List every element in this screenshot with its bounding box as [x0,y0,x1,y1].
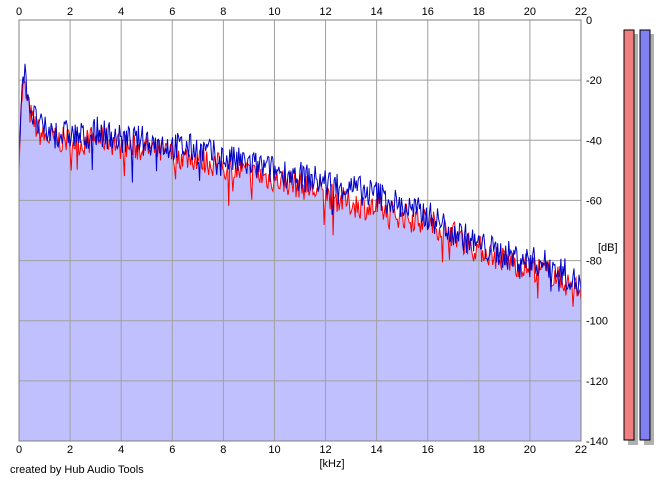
right-level-meter [639,29,651,441]
x-tick-label: 16 [422,444,434,456]
x-tick-label: 18 [473,6,485,18]
x-tick-label: 12 [319,444,331,456]
x-tick-label: 10 [268,444,280,456]
y-ticks: 0 -20 -40 -60 -80 -100 -120 -140 [586,15,608,448]
x-tick-label: 2 [67,444,73,456]
x-tick-label: 18 [473,444,485,456]
x-tick-label: 6 [169,6,175,18]
x-tick-label: 0 [16,444,22,456]
x-tick-label: 2 [67,6,73,18]
x-tick-label: 12 [319,6,331,18]
y-axis-label: [dB] [598,242,618,254]
credit-text: created by Hub Audio Tools [10,464,144,476]
x-tick-label: 4 [118,444,124,456]
spectrum-fill [19,81,581,442]
x-tick-label: 20 [524,6,536,18]
x-tick-label: 14 [371,6,383,18]
x-tick-label: 6 [169,444,175,456]
x-tick-label: 16 [422,6,434,18]
plot-frame [18,19,582,442]
x-tick-label: 8 [220,6,226,18]
y-tick-label: -80 [586,256,602,268]
x-tick-label: 8 [220,444,226,456]
x-tick-label: 0 [16,6,22,18]
y-tick-label: 0 [586,15,592,27]
x-tick-label: 10 [268,6,280,18]
level-meters [623,29,654,445]
series-right-line [18,63,582,295]
x-tick-label: 14 [371,444,383,456]
x-tick-label: 4 [118,6,124,18]
x-axis-label: [kHz] [319,458,344,470]
x-tick-label: 22 [575,444,587,456]
y-tick-label: -120 [586,376,608,388]
y-tick-label: -100 [586,316,608,328]
y-tick-label: -60 [586,195,602,207]
left-level-meter [623,29,635,441]
x-tick-label: 20 [524,444,536,456]
y-tick-label: -140 [586,436,608,448]
x-tick-label: 22 [575,6,587,18]
x-ticks-bottom: 0 2 4 6 8 10 12 14 16 18 20 22 [16,444,587,456]
y-tick-label: -40 [586,135,602,147]
x-ticks-top: 0 2 4 6 8 10 12 14 16 18 20 22 [16,6,587,18]
y-tick-label: -20 [586,75,602,87]
